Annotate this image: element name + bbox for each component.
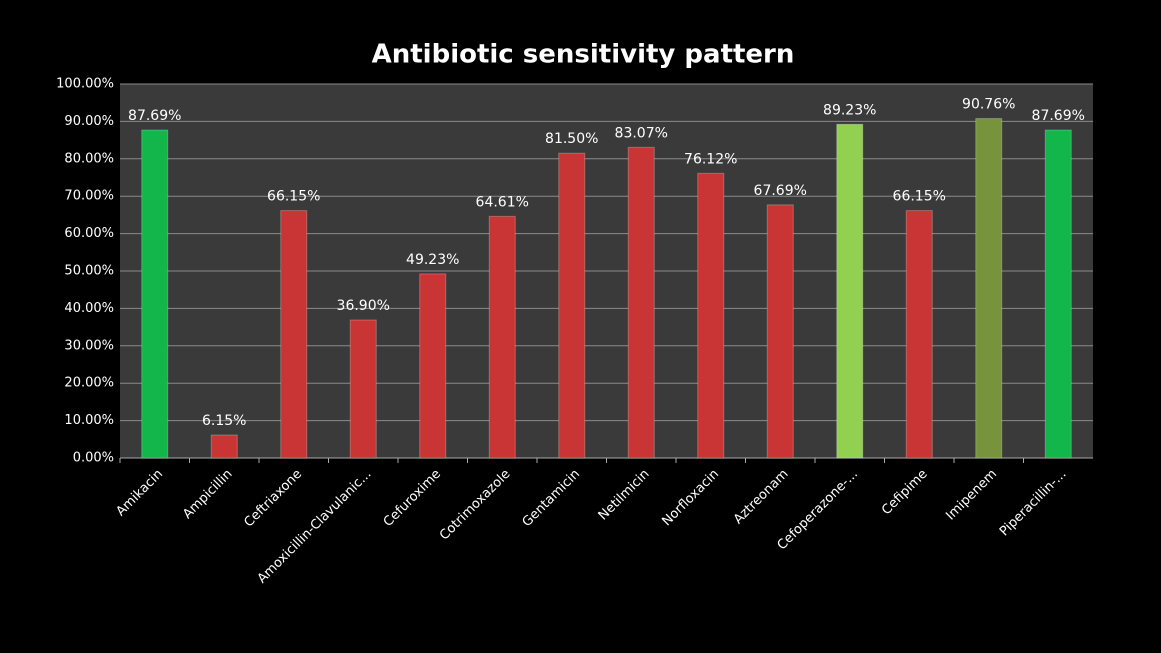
y-tick-label: 60.00% — [64, 226, 114, 241]
data-label: 87.69% — [1032, 108, 1085, 124]
y-tick-label: 50.00% — [64, 264, 114, 279]
data-label: 66.15% — [267, 189, 320, 205]
data-label: 67.69% — [754, 183, 807, 199]
y-tick-label: 80.00% — [64, 151, 114, 166]
data-label: 36.90% — [337, 298, 390, 314]
y-tick-label: 90.00% — [64, 114, 114, 129]
y-tick-label: 100.00% — [56, 77, 114, 92]
data-label: 76.12% — [684, 151, 737, 167]
bar — [836, 123, 864, 459]
y-tick-label: 20.00% — [64, 376, 114, 391]
bar — [697, 172, 725, 459]
data-label: 81.50% — [545, 131, 598, 147]
y-tick-label: 30.00% — [64, 338, 114, 353]
bar — [1044, 129, 1072, 459]
data-label: 83.07% — [615, 125, 668, 141]
data-label: 49.23% — [406, 252, 459, 268]
y-tick-label: 70.00% — [64, 189, 114, 204]
bar — [349, 319, 377, 459]
data-label: 64.61% — [476, 194, 529, 210]
bar — [975, 118, 1003, 459]
bar — [558, 152, 586, 459]
y-tick-label: 0.00% — [73, 451, 114, 466]
bar — [280, 210, 308, 459]
data-label: 6.15% — [202, 413, 246, 429]
chart-title: Antibiotic sensitivity pattern — [372, 40, 795, 70]
data-label: 87.69% — [128, 108, 181, 124]
bar — [210, 434, 238, 459]
y-tick-label: 40.00% — [64, 301, 114, 316]
data-label: 89.23% — [823, 102, 876, 118]
bar — [488, 215, 516, 459]
bar — [766, 204, 794, 459]
bar — [419, 273, 447, 459]
data-label: 66.15% — [893, 189, 946, 205]
bar — [141, 129, 169, 459]
data-label: 90.76% — [962, 97, 1015, 113]
bar — [905, 210, 933, 459]
y-tick-label: 10.00% — [64, 413, 114, 428]
bar — [627, 146, 655, 459]
